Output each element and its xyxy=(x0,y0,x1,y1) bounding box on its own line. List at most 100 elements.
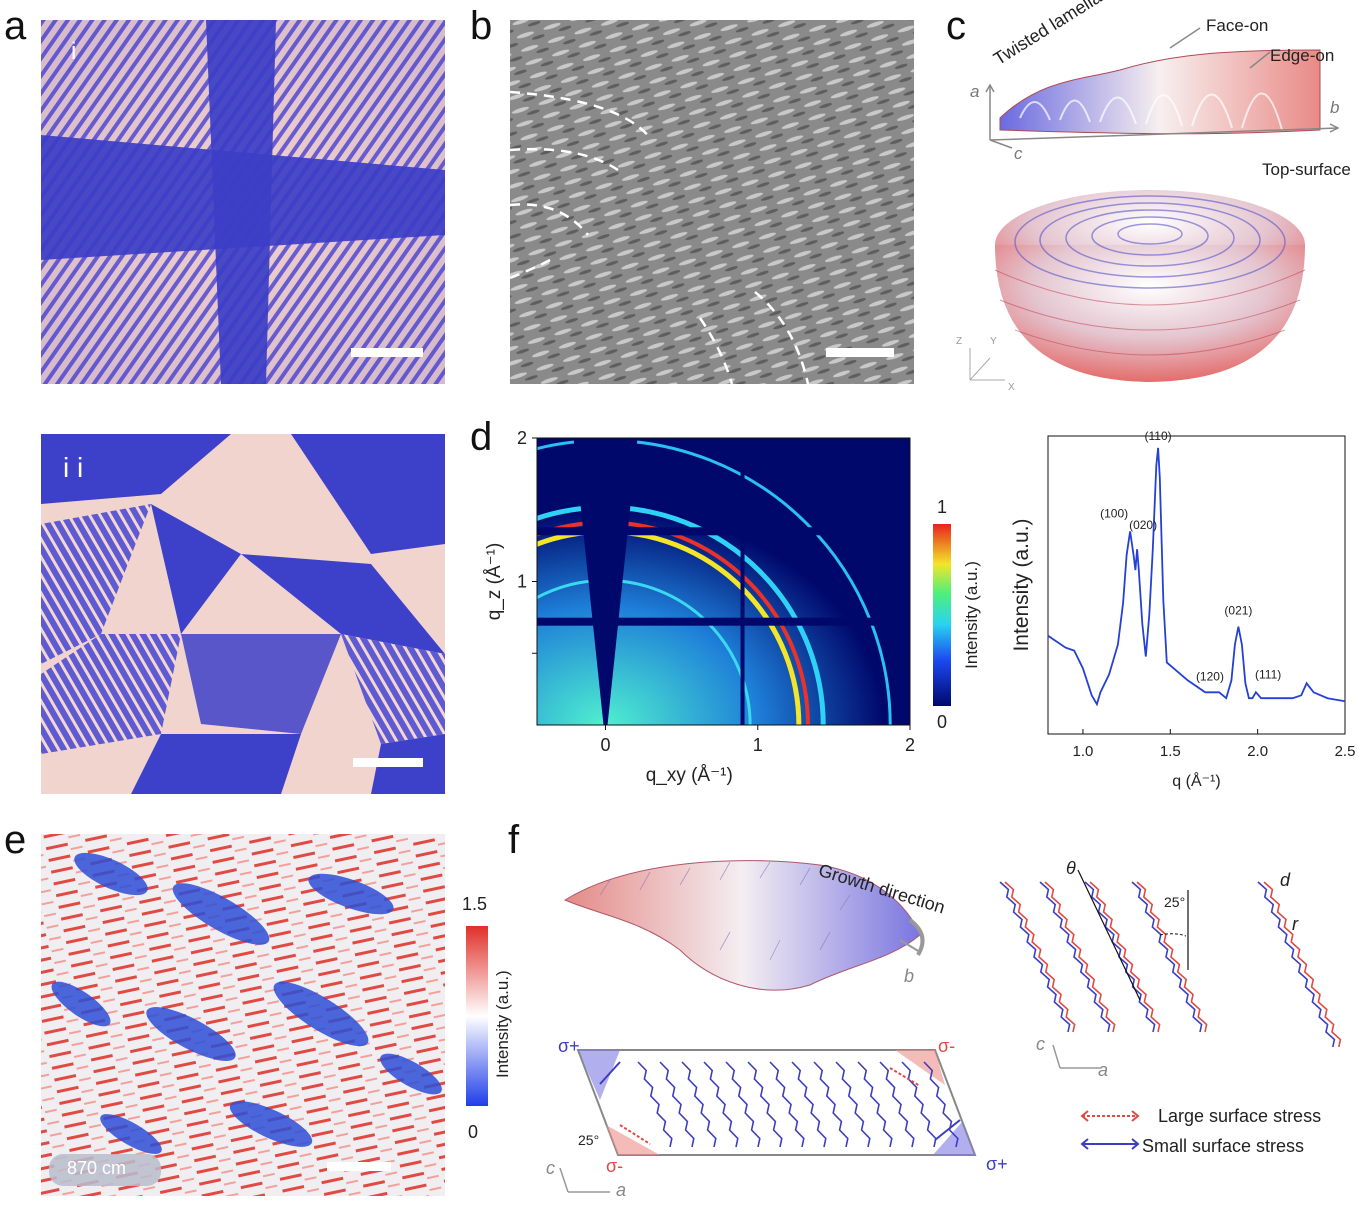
scale-bar xyxy=(351,348,423,357)
wavenumber-label: 870 cm xyxy=(67,1158,127,1178)
label-d: d xyxy=(1280,870,1291,890)
stress-schematic-f: Growth direction b θ 25° d r c a σ+ σ- σ… xyxy=(520,840,1365,1200)
sigma-plus-tl: σ+ xyxy=(558,1036,580,1056)
chain-zigzag xyxy=(681,1061,717,1148)
sigma-plus-br: σ+ xyxy=(986,1154,1008,1174)
label-top-surface: Top-surface xyxy=(1262,160,1351,179)
detector-gap xyxy=(537,617,910,626)
panel-letter-e: e xyxy=(4,818,27,862)
axis-x: X xyxy=(1008,382,1015,393)
chain-zigzag xyxy=(813,1061,849,1148)
scale-bar xyxy=(353,758,423,767)
micrograph-a-i: i xyxy=(41,20,445,384)
molecular-chain-red xyxy=(1044,881,1116,1033)
series-line xyxy=(1047,447,1346,707)
scale-bar xyxy=(327,1162,391,1171)
chain-zigzag xyxy=(879,1061,915,1148)
legend-arrows xyxy=(1080,1110,1140,1150)
sub-label-i: i xyxy=(71,38,77,65)
peak-label: (120) xyxy=(1196,669,1224,683)
peak-label: (021) xyxy=(1224,604,1252,618)
y-axis-label: q_z (Å⁻¹) xyxy=(484,543,505,621)
axis-b: b xyxy=(904,966,915,986)
peak-label: (110) xyxy=(1145,429,1172,443)
colorbar-max: 1 xyxy=(937,497,947,517)
y-tick-label: 2 xyxy=(517,428,527,448)
chain-zigzag xyxy=(857,1061,893,1148)
chain-zigzag xyxy=(725,1061,761,1148)
peak-label: (111) xyxy=(1255,667,1281,681)
label-angle-25-bottom: 25° xyxy=(578,1132,600,1148)
chain-zigzag xyxy=(659,1061,695,1148)
x-tick-label: 1.5 xyxy=(1160,743,1181,760)
scale-bar xyxy=(826,348,894,357)
colorbar-e-max: 1.5 xyxy=(462,894,488,914)
molecular-chain-blue xyxy=(1039,881,1111,1033)
colorbar-min: 0 xyxy=(937,712,947,732)
panel-letter-f: f xyxy=(508,818,520,862)
x-axis-label: q (Å⁻¹) xyxy=(1172,771,1220,790)
axis-c-right: c xyxy=(1036,1034,1045,1054)
chain-zigzag xyxy=(791,1061,827,1148)
x-axis-label: q_xy (Å⁻¹) xyxy=(646,765,733,786)
sem-micrograph-b xyxy=(510,20,914,384)
peak-label: (100) xyxy=(1100,506,1128,520)
x-tick-label: 1 xyxy=(753,735,763,755)
x-tick-label: 0 xyxy=(601,735,611,755)
colorbar xyxy=(933,524,951,706)
colorbar-label: Intensity (a.u.) xyxy=(962,561,981,669)
y-tick-label: 1 xyxy=(517,572,527,592)
colorbar-e-label: Intensity (a.u.) xyxy=(493,970,512,1078)
sigma-minus-bl: σ- xyxy=(606,1156,624,1176)
x-tick-label: 1.0 xyxy=(1073,743,1094,760)
legend-large-stress: Large surface stress xyxy=(1158,1106,1322,1126)
panel-letter-d: d xyxy=(470,415,493,459)
molecular-chain-red xyxy=(1089,881,1161,1033)
colorbar-e-min: 0 xyxy=(468,1122,479,1142)
giwaxs-chart: 0 1 2 1 2 q_xy (Å⁻¹) q_z (Å⁻¹) 1 0 Intensity (a.u… xyxy=(470,420,1000,800)
lamella-schematic-c: Twisted lamella Face-on Edge-on a b c To… xyxy=(950,0,1360,393)
colorbar-e xyxy=(466,926,488,1106)
plot-frame xyxy=(1047,435,1346,735)
chain-zigzag xyxy=(901,1061,937,1148)
panel-letter-b: b xyxy=(470,4,493,48)
sub-label-ii: i i xyxy=(63,452,84,483)
chain-zigzag xyxy=(703,1061,739,1148)
micrograph-a-ii: i i xyxy=(41,434,445,794)
molecular-chain-red xyxy=(1136,881,1208,1033)
axis-a-left: a xyxy=(616,1180,627,1200)
line-profile-chart: 1.0 1.5 2.0 2.5 q (Å⁻¹) Intensity (a.u.) (100)… xyxy=(1000,420,1364,800)
y-axis-label: Intensity (a.u.) xyxy=(1010,518,1033,651)
chain-zigzag xyxy=(769,1061,805,1148)
molecular-chain-blue xyxy=(1131,881,1203,1033)
axis-b: b xyxy=(1330,98,1340,117)
axis-c-left: c xyxy=(546,1158,555,1178)
molecular-chain-blue xyxy=(999,881,1071,1033)
panel-letter-c: c xyxy=(946,4,966,48)
chain-zigzag xyxy=(923,1061,959,1148)
molecular-chain-red xyxy=(1004,881,1076,1033)
label-theta: θ xyxy=(1066,858,1076,878)
label-face-on: Face-on xyxy=(1206,16,1269,35)
chain-zigzag xyxy=(747,1061,783,1148)
legend-small-stress: Small surface stress xyxy=(1142,1136,1305,1156)
label-edge-on: Edge-on xyxy=(1270,46,1335,65)
axis-y: Y xyxy=(990,336,997,347)
ir-map-e: 870 cm xyxy=(41,834,445,1196)
sigma-minus-tr: σ- xyxy=(938,1036,956,1056)
axis-z: Z xyxy=(956,336,963,347)
axis-a-right: a xyxy=(1098,1060,1109,1080)
molecular-chain-blue xyxy=(1257,881,1336,1048)
molecular-chain-red xyxy=(1263,881,1342,1048)
chain-zigzag xyxy=(637,1061,673,1148)
panel-letter-a: a xyxy=(4,4,27,48)
peak-label: (020) xyxy=(1129,518,1157,532)
x-tick-label: 2.5 xyxy=(1335,743,1356,760)
detector-gap xyxy=(537,527,910,536)
label-r: r xyxy=(1292,914,1298,934)
chain-zigzag xyxy=(835,1061,871,1148)
x-tick-label: 2.0 xyxy=(1247,743,1268,760)
detector-gap xyxy=(740,438,745,725)
axis-c: c xyxy=(1014,144,1023,163)
axis-a: a xyxy=(970,82,980,101)
